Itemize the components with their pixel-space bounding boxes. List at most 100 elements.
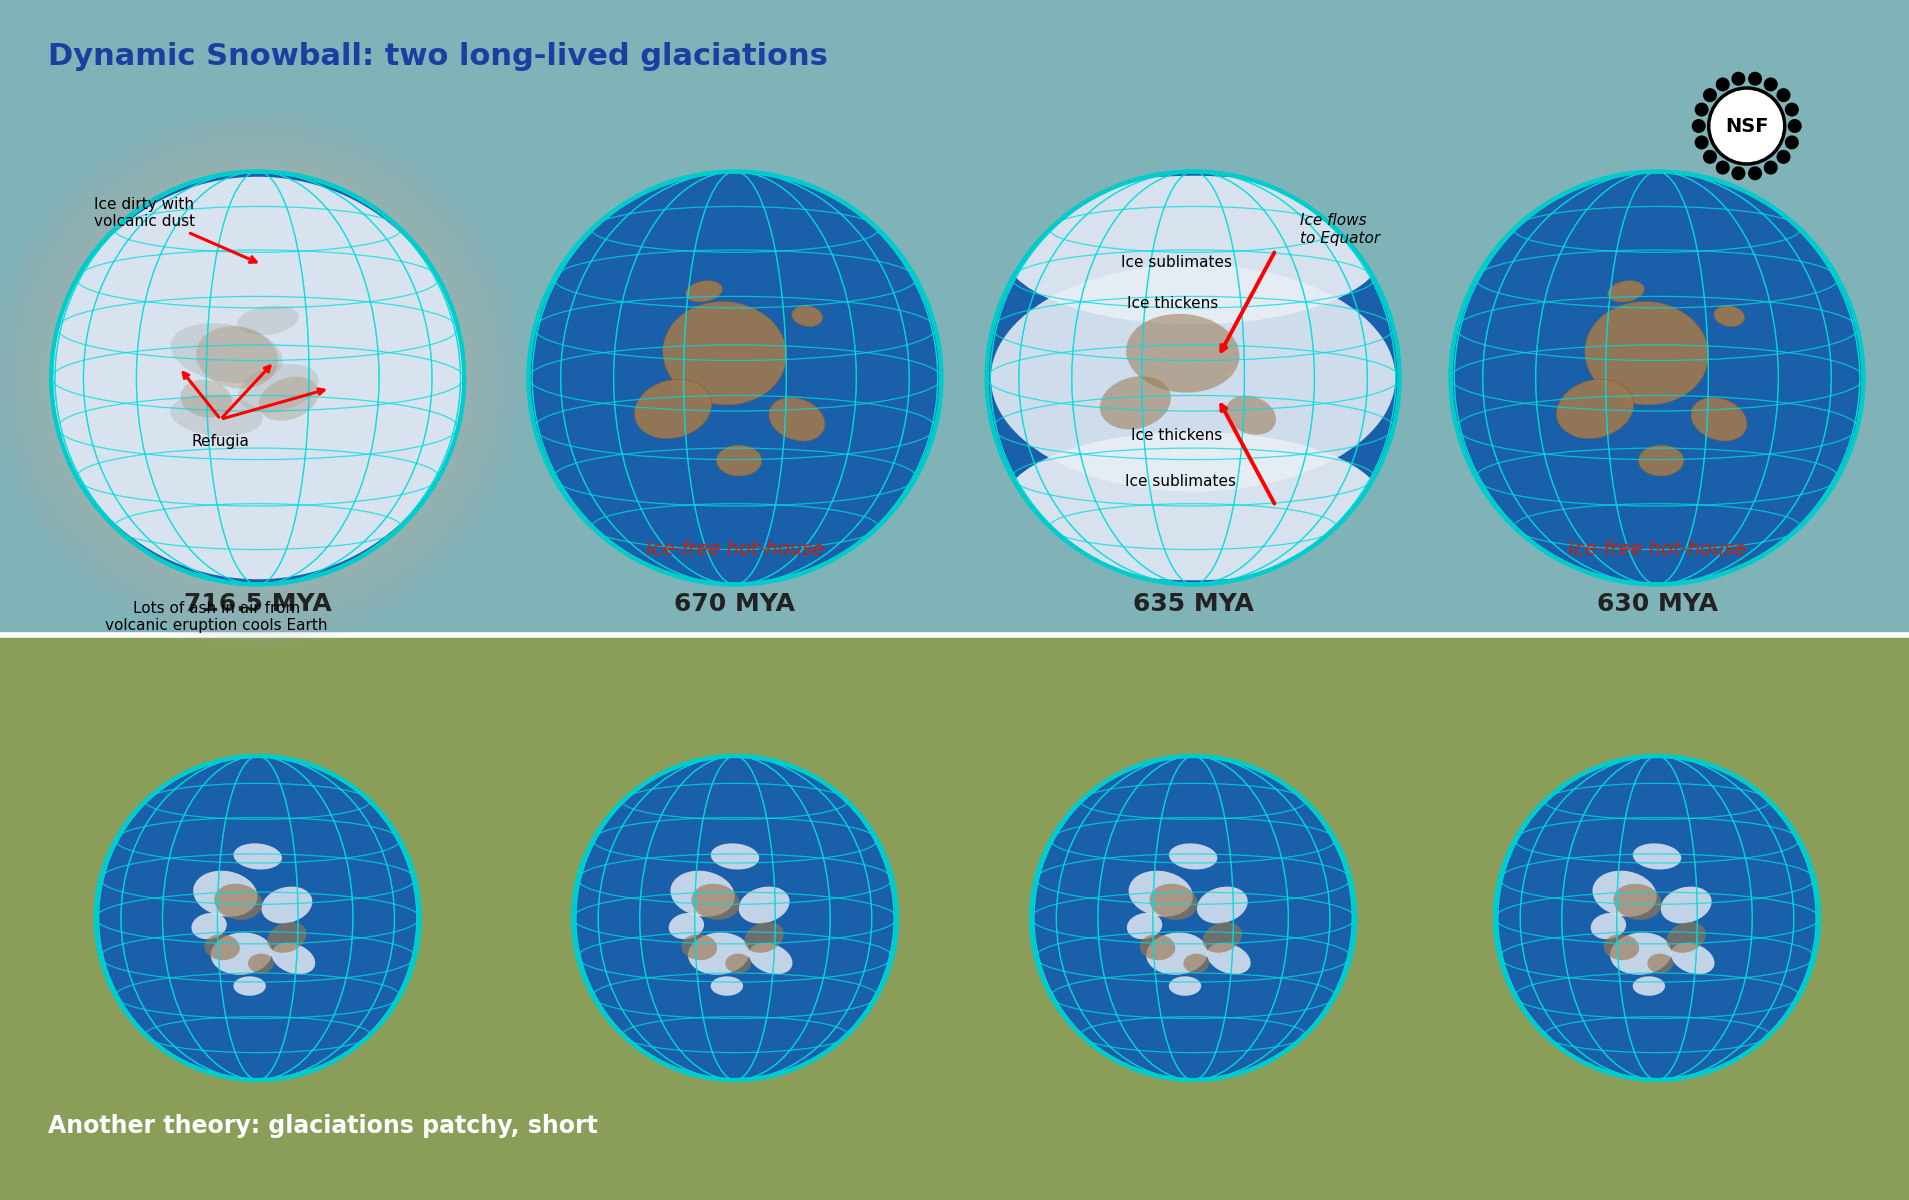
Ellipse shape [670, 871, 735, 917]
Ellipse shape [210, 932, 273, 974]
Ellipse shape [1661, 887, 1712, 924]
Circle shape [38, 157, 477, 599]
Text: Ice flows
to Equator: Ice flows to Equator [1300, 214, 1380, 246]
Circle shape [1777, 88, 1791, 102]
Text: Ice dirty with
volcanic dust: Ice dirty with volcanic dust [94, 197, 256, 263]
Ellipse shape [52, 176, 464, 580]
Circle shape [1785, 136, 1798, 150]
Ellipse shape [262, 887, 313, 924]
Ellipse shape [1002, 432, 1384, 581]
Text: NSF: NSF [1726, 116, 1768, 136]
Text: 635 MYA: 635 MYA [1132, 592, 1254, 616]
Ellipse shape [1607, 281, 1644, 302]
Circle shape [1691, 119, 1707, 133]
Ellipse shape [1691, 397, 1747, 442]
Text: Refugia: Refugia [191, 434, 250, 449]
Circle shape [23, 144, 493, 612]
Ellipse shape [769, 397, 825, 442]
Ellipse shape [682, 934, 718, 960]
Ellipse shape [1604, 934, 1640, 960]
Text: 630 MYA: 630 MYA [1596, 592, 1718, 616]
Circle shape [1749, 167, 1762, 180]
Ellipse shape [204, 934, 241, 960]
Circle shape [17, 137, 498, 619]
Text: Dynamic Snowball: two long-lived glaciations: Dynamic Snowball: two long-lived glaciat… [48, 42, 829, 71]
Circle shape [573, 756, 897, 1080]
Circle shape [1764, 78, 1777, 91]
Ellipse shape [662, 301, 787, 404]
Circle shape [0, 108, 527, 647]
Ellipse shape [1584, 301, 1709, 404]
Ellipse shape [1128, 871, 1193, 917]
Circle shape [1716, 78, 1730, 91]
Ellipse shape [248, 954, 273, 973]
Circle shape [987, 172, 1399, 584]
Text: Ice thickens: Ice thickens [1126, 296, 1218, 311]
Ellipse shape [1206, 943, 1250, 974]
Circle shape [1785, 102, 1798, 116]
Circle shape [31, 150, 485, 605]
Ellipse shape [710, 844, 760, 870]
Ellipse shape [1197, 887, 1248, 924]
Ellipse shape [1145, 932, 1208, 974]
Text: 670 MYA: 670 MYA [674, 592, 796, 616]
Ellipse shape [191, 913, 227, 940]
Ellipse shape [685, 281, 722, 302]
Text: Ice thickens: Ice thickens [1130, 428, 1222, 443]
Circle shape [1695, 102, 1709, 116]
Ellipse shape [1714, 306, 1745, 326]
Text: Another theory: glaciations patchy, short: Another theory: glaciations patchy, shor… [48, 1114, 598, 1138]
Text: Ice sublimates: Ice sublimates [1124, 474, 1237, 488]
Text: 716.5 MYA: 716.5 MYA [183, 592, 332, 616]
Ellipse shape [1149, 883, 1197, 920]
Ellipse shape [745, 922, 785, 953]
Ellipse shape [1184, 954, 1208, 973]
Ellipse shape [181, 380, 231, 418]
Ellipse shape [1670, 943, 1714, 974]
Ellipse shape [193, 871, 258, 917]
Circle shape [1703, 150, 1716, 164]
Circle shape [1451, 172, 1863, 584]
Ellipse shape [710, 977, 743, 996]
Ellipse shape [1203, 922, 1243, 953]
Ellipse shape [239, 364, 319, 413]
Text: Ice sublimates: Ice sublimates [1121, 254, 1231, 270]
Ellipse shape [271, 943, 315, 974]
Ellipse shape [1632, 977, 1665, 996]
Circle shape [44, 164, 472, 592]
Ellipse shape [668, 913, 704, 940]
Ellipse shape [1592, 871, 1657, 917]
Ellipse shape [260, 377, 319, 421]
Ellipse shape [1647, 954, 1672, 973]
Circle shape [1764, 161, 1777, 174]
Circle shape [52, 172, 464, 584]
Ellipse shape [691, 883, 739, 920]
Circle shape [529, 172, 941, 584]
Ellipse shape [233, 844, 283, 870]
Circle shape [1787, 119, 1802, 133]
Bar [0, 0, 1909, 635]
Ellipse shape [792, 306, 823, 326]
Circle shape [1777, 150, 1791, 164]
Ellipse shape [725, 954, 750, 973]
Circle shape [0, 115, 519, 641]
Ellipse shape [1002, 175, 1384, 324]
Circle shape [1716, 161, 1730, 174]
Ellipse shape [233, 977, 265, 996]
Ellipse shape [1100, 376, 1170, 430]
Ellipse shape [1556, 379, 1634, 439]
Ellipse shape [1140, 934, 1176, 960]
Ellipse shape [1226, 396, 1275, 434]
Ellipse shape [267, 922, 307, 953]
Ellipse shape [1168, 977, 1201, 996]
Circle shape [1749, 72, 1762, 85]
Circle shape [10, 130, 506, 626]
Circle shape [1495, 756, 1819, 1080]
Ellipse shape [634, 379, 712, 439]
Ellipse shape [1632, 844, 1682, 870]
Ellipse shape [1590, 913, 1626, 940]
Ellipse shape [716, 445, 762, 476]
Ellipse shape [197, 326, 279, 389]
Circle shape [1731, 167, 1745, 180]
Ellipse shape [1638, 445, 1684, 476]
